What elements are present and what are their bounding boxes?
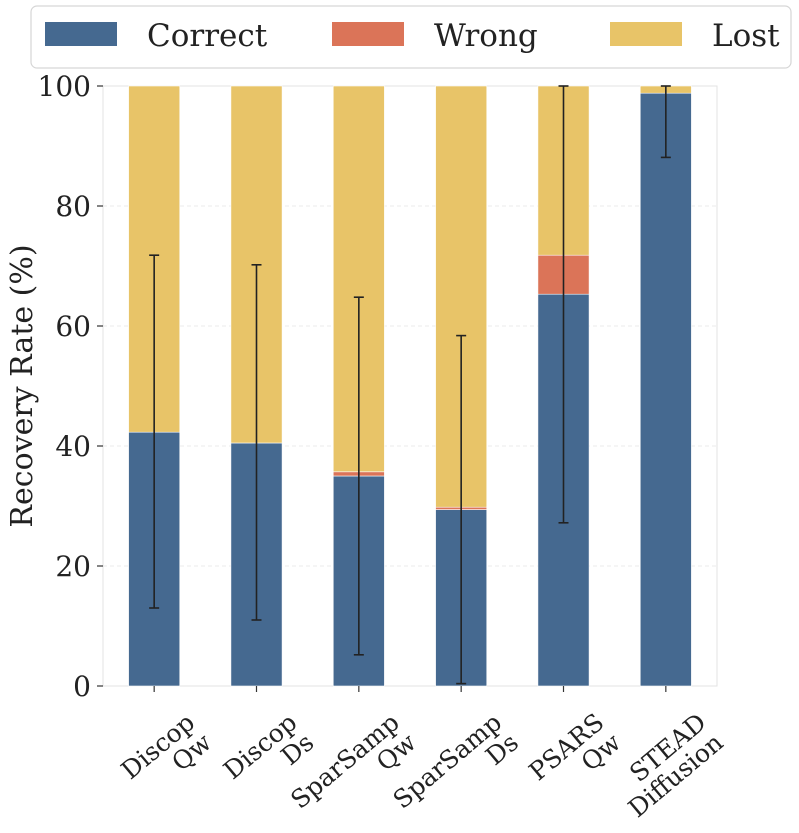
legend: Correct Wrong Lost — [30, 5, 792, 69]
legend-swatch-lost — [610, 22, 682, 46]
bar-correct-5 — [639, 92, 692, 687]
legend-swatch-wrong — [332, 22, 404, 46]
y-tick-label-20: 20 — [55, 550, 91, 583]
y-axis-title: Recovery Rate (%) — [5, 244, 40, 527]
y-axis: 0 20 40 60 80 100 — [38, 70, 103, 703]
y-tick-label-0: 0 — [73, 670, 91, 703]
gridlines — [103, 205, 717, 567]
legend-swatch-correct — [45, 22, 117, 46]
y-tick-label-40: 40 — [55, 430, 91, 463]
y-tick-label-60: 60 — [55, 310, 91, 343]
legend-frame — [30, 5, 792, 69]
legend-label-wrong: Wrong — [434, 18, 538, 54]
y-tick-label-80: 80 — [55, 190, 91, 223]
y-tick-label-100: 100 — [38, 70, 91, 103]
plot-area-frame — [102, 85, 718, 687]
legend-label-correct: Correct — [147, 18, 268, 54]
error-bars — [149, 85, 671, 685]
legend-label-lost: Lost — [712, 18, 780, 54]
